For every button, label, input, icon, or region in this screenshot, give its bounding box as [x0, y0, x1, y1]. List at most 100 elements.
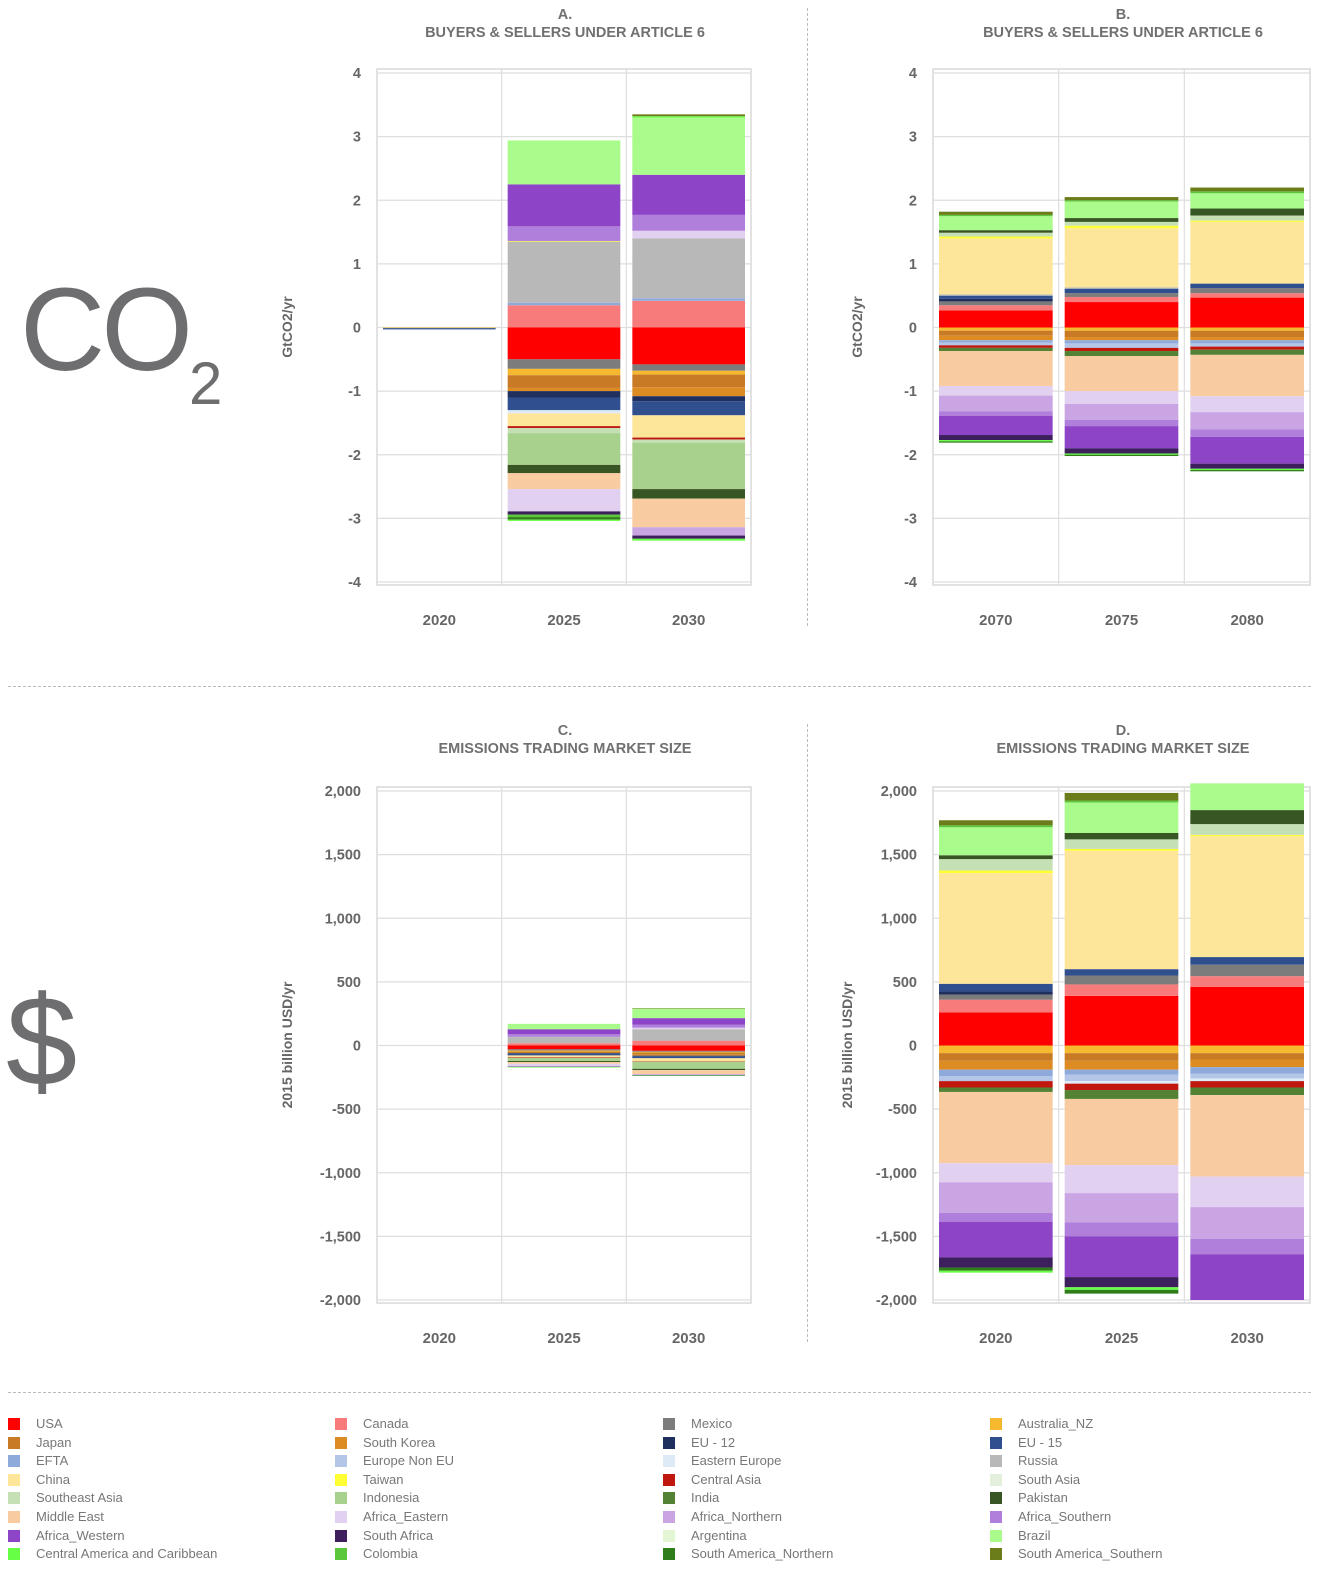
legend-item: Africa_Eastern [335, 1509, 448, 1525]
legend-label: Taiwan [363, 1471, 404, 1487]
panel-a-title: A. BUYERS & SELLERS UNDER ARTICLE 6 [425, 7, 705, 41]
bar-segment [939, 230, 1053, 233]
bar-segment [632, 1070, 745, 1075]
legend-swatch [990, 1455, 1002, 1468]
bar-segment [632, 1055, 745, 1057]
legend-label: Pakistan [1018, 1490, 1068, 1506]
bar-segment [939, 295, 1053, 299]
legend-label: EFTA [36, 1453, 69, 1469]
bar-segment [1190, 463, 1304, 469]
bar-segment [939, 347, 1053, 352]
legend-swatch [8, 1455, 20, 1468]
x-tick-label: 2020 [423, 612, 456, 629]
y-tick-label: -4 [348, 575, 361, 591]
bar-segment [939, 305, 1053, 311]
bar-segment [507, 1062, 621, 1064]
bar-segment [939, 1053, 1053, 1061]
bar-segment [939, 820, 1053, 826]
bar-segment [632, 1058, 745, 1062]
legend-item: EU - 12 [663, 1435, 735, 1451]
bar-segment [1064, 448, 1179, 454]
bar-segment [1064, 1069, 1179, 1075]
bar-segment [939, 1257, 1053, 1268]
legend-label: Indonesia [363, 1490, 420, 1506]
bar-segment [507, 375, 621, 388]
y-tick-label: -1,000 [320, 1166, 361, 1182]
y-tick-label: 4 [353, 66, 361, 82]
legend-item: USA [8, 1416, 63, 1432]
bar-segment [632, 387, 745, 397]
bar-segment [1190, 964, 1304, 977]
bar-segment [1190, 221, 1304, 284]
legend-swatch [663, 1418, 675, 1430]
bar-segment [1064, 848, 1179, 851]
bar-segment [1190, 354, 1304, 397]
bar-segment [1064, 1083, 1179, 1091]
bar-segment [1064, 330, 1179, 338]
bar-segment [1190, 283, 1304, 289]
bar-segment [939, 859, 1053, 871]
bar-segment [939, 298, 1053, 302]
bar-segment [939, 216, 1053, 231]
bar-segment [1064, 1165, 1179, 1194]
bar-segment [1064, 287, 1179, 289]
bar-segment [507, 1043, 621, 1046]
legend-label: South Asia [1018, 1471, 1081, 1487]
bar-segment [632, 1052, 745, 1055]
bar-segment [632, 1024, 745, 1028]
legend-label: South Korea [363, 1434, 436, 1450]
y-tick-label: 1 [353, 257, 361, 273]
legend-label: India [691, 1490, 720, 1506]
bar-segment [507, 226, 621, 241]
legend-item: Middle East [8, 1509, 104, 1525]
chart-d: 2,000 1,500 1,000 500 0 -500 -1,000 -1,500 -2,00… [839, 783, 1311, 1347]
y-tick-label: 3 [353, 130, 361, 146]
y-tick-label: 0 [909, 321, 917, 337]
legend-swatch [663, 1529, 675, 1542]
legend-item: Australia_NZ [990, 1416, 1093, 1432]
legend-item: Mexico [663, 1416, 732, 1432]
bar-segment [507, 433, 621, 465]
bar-segment [632, 1075, 745, 1077]
bar-segment [632, 1054, 745, 1056]
bar-segment [632, 1075, 745, 1076]
bar-segment [507, 428, 621, 434]
y-tick-label: -2 [904, 448, 917, 464]
middle-horizontal-divider [8, 686, 1311, 687]
bar-segment [1190, 346, 1304, 350]
bar-segment [507, 241, 621, 303]
legend-label: Africa_Western [36, 1527, 125, 1543]
bar-segment [1064, 1045, 1179, 1054]
bar-segment [1190, 1087, 1304, 1096]
legend-swatch [663, 1511, 675, 1523]
y-tick-label: 1,500 [325, 848, 361, 864]
bar-segment [632, 489, 745, 499]
bar-segment [632, 370, 745, 375]
bar-segment [507, 426, 621, 429]
bar-segment [1064, 351, 1179, 357]
bar-segment [939, 1182, 1053, 1213]
bar-segment [1064, 1277, 1179, 1288]
x-tick-label: 2020 [979, 1330, 1012, 1347]
legend-swatch [663, 1436, 675, 1449]
bar-segment [632, 439, 745, 443]
bar-segment [1190, 412, 1304, 430]
bar-segment [632, 401, 745, 416]
bar-segment [939, 435, 1053, 441]
legend-swatch [335, 1548, 347, 1561]
bar-segment [507, 519, 621, 521]
bar-segment [1190, 1254, 1304, 1300]
legend-item: Central Asia [663, 1472, 761, 1488]
bar-segment [939, 214, 1053, 217]
bar-segment [1190, 957, 1304, 965]
legend-swatch [990, 1511, 1002, 1523]
bar-segment [507, 1045, 621, 1050]
bar-segment [632, 396, 745, 402]
legend-item: Africa_Northern [663, 1509, 782, 1525]
legend-item: Pakistan [990, 1490, 1068, 1506]
bar-segment [507, 1049, 621, 1051]
bar-segment [1064, 347, 1179, 352]
bar-segment [1064, 832, 1179, 840]
bar-segment [939, 1091, 1053, 1164]
legend-swatch [8, 1511, 20, 1523]
